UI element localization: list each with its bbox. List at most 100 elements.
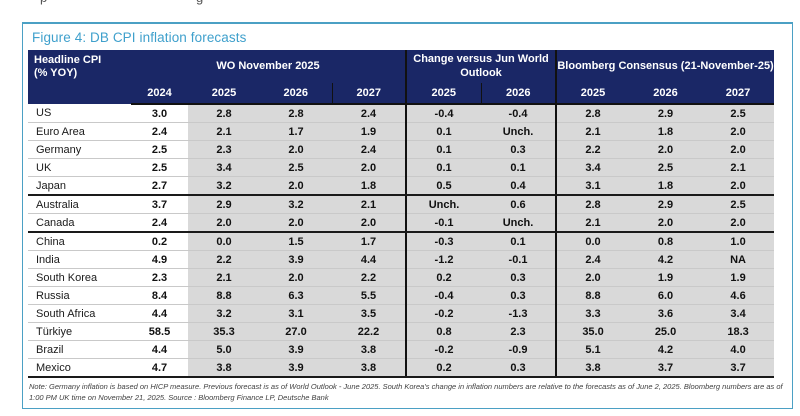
data-cell-wo: 1.9: [332, 122, 407, 141]
cropped-text-fragment: g: [196, 0, 203, 5]
data-cell-bloomberg: 3.1: [555, 176, 630, 196]
data-cell-wo: 2.4: [332, 104, 407, 123]
data-cell-change: -0.4: [481, 104, 557, 123]
data-cell-change: -1.2: [405, 250, 482, 269]
data-cell-bloomberg: 35.0: [555, 322, 630, 341]
data-cell-2024: 3.7: [131, 195, 188, 214]
data-cell-bloomberg: 2.1: [555, 213, 630, 233]
table-row: UK 2.5 3.4 2.5 2.0 0.1 0.1 3.4 2.5 2.1: [28, 158, 775, 177]
data-cell-wo: 3.8: [332, 358, 407, 378]
data-cell-change: 2.3: [481, 322, 557, 341]
data-cell-wo: 2.0: [188, 213, 260, 233]
country-cell: Germany: [28, 140, 131, 159]
data-cell-bloomberg: 4.2: [629, 340, 703, 359]
data-cell-wo: 1.7: [332, 232, 407, 251]
data-cell-wo: 2.8: [188, 104, 260, 123]
data-cell-bloomberg: 3.8: [555, 358, 630, 378]
data-cell-wo: 2.0: [260, 268, 332, 287]
data-cell-bloomberg: NA: [702, 250, 775, 269]
table-row: South Africa 4.4 3.2 3.1 3.5 -0.2 -1.3 3.3 3.6 3.…: [28, 304, 775, 323]
corner-header-line1: Headline CPI: [34, 54, 102, 66]
data-cell-change: 0.1: [405, 140, 482, 159]
country-cell: Mexico: [28, 358, 131, 378]
data-cell-wo: 3.8: [332, 340, 407, 359]
data-cell-bloomberg: 1.9: [702, 268, 775, 287]
country-cell: US: [28, 104, 131, 123]
table-row: China 0.2 0.0 1.5 1.7 -0.3 0.1 0.0 0.8 1.0: [28, 232, 775, 251]
data-cell-wo: 1.5: [260, 232, 332, 251]
data-cell-bloomberg: 2.0: [702, 213, 775, 233]
year-header-wo-2027: 2027: [331, 83, 407, 105]
data-cell-2024: 0.2: [131, 232, 188, 251]
group-header-bloomberg: Bloomberg Consensus (21-November-25): [556, 50, 775, 83]
data-cell-change: 0.1: [481, 232, 557, 251]
data-cell-wo: 2.1: [188, 122, 260, 141]
data-cell-change: -0.2: [405, 340, 482, 359]
data-cell-bloomberg: 2.1: [702, 158, 775, 177]
cpi-forecast-table: Headline CPI (% YOY) WO November 2025 Ch…: [28, 50, 775, 378]
figure-container: Figure 4: DB CPI inflation forecasts Hea…: [22, 22, 793, 409]
data-cell-wo: 2.0: [332, 213, 407, 233]
data-cell-change: 0.2: [405, 268, 482, 287]
country-cell: Euro Area: [28, 122, 131, 141]
year-header-chg-2026: 2026: [480, 83, 557, 105]
table-row: South Korea 2.3 2.1 2.0 2.2 0.2 0.3 2.0 1.9 1.9: [28, 268, 775, 287]
data-cell-wo: 1.8: [332, 176, 407, 196]
data-cell-wo: 2.4: [332, 140, 407, 159]
data-cell-bloomberg: 0.8: [629, 232, 703, 251]
data-cell-bloomberg: 1.0: [702, 232, 775, 251]
data-cell-wo: 35.3: [188, 322, 260, 341]
data-cell-change: 0.4: [481, 176, 557, 196]
data-cell-2024: 8.4: [131, 286, 188, 305]
year-header-bbg-2027: 2027: [702, 83, 775, 105]
data-cell-change: 0.3: [481, 140, 557, 159]
data-cell-wo: 3.9: [260, 340, 332, 359]
year-header-bbg-2025: 2025: [555, 83, 630, 105]
data-cell-change: Unch.: [405, 195, 482, 214]
data-cell-wo: 2.1: [332, 195, 407, 214]
year-header-2024: 2024: [131, 83, 188, 105]
data-cell-bloomberg: 4.2: [629, 250, 703, 269]
table-row: Mexico 4.7 3.8 3.9 3.8 0.2 0.3 3.8 3.7 3.7: [28, 358, 775, 378]
data-cell-bloomberg: 3.6: [629, 304, 703, 323]
data-cell-wo: 5.5: [332, 286, 407, 305]
data-cell-change: -0.4: [405, 286, 482, 305]
data-cell-bloomberg: 2.0: [702, 176, 775, 196]
data-cell-change: -1.3: [481, 304, 557, 323]
data-cell-change: 0.6: [481, 195, 557, 214]
data-cell-wo: 2.0: [260, 176, 332, 196]
figure-title: Figure 4: DB CPI inflation forecasts: [32, 30, 247, 45]
year-header-chg-2025: 2025: [405, 83, 482, 105]
data-cell-bloomberg: 2.5: [702, 104, 775, 123]
data-cell-wo: 2.1: [188, 268, 260, 287]
data-cell-wo: 3.8: [188, 358, 260, 378]
data-cell-wo: 1.7: [260, 122, 332, 141]
data-cell-wo: 2.0: [260, 140, 332, 159]
data-cell-bloomberg: 1.9: [629, 268, 703, 287]
table-row: Canada 2.4 2.0 2.0 2.0 -0.1 Unch. 2.1 2.0 2.0: [28, 213, 775, 233]
country-cell: Türkiye: [28, 322, 131, 341]
corner-header: Headline CPI (% YOY): [28, 50, 131, 104]
data-cell-change: -0.3: [405, 232, 482, 251]
data-cell-bloomberg: 2.9: [629, 104, 703, 123]
cropped-text-line: p g: [0, 0, 800, 7]
data-cell-bloomberg: 2.0: [702, 140, 775, 159]
table-row: India 4.9 2.2 3.9 4.4 -1.2 -0.1 2.4 4.2 NA: [28, 250, 775, 269]
data-cell-wo: 22.2: [332, 322, 407, 341]
data-cell-2024: 2.5: [131, 140, 188, 159]
data-cell-2024: 3.0: [131, 104, 188, 123]
year-header-wo-2026: 2026: [260, 83, 332, 105]
data-cell-bloomberg: 25.0: [629, 322, 703, 341]
data-cell-bloomberg: 4.0: [702, 340, 775, 359]
data-cell-bloomberg: 3.7: [702, 358, 775, 378]
data-cell-2024: 2.5: [131, 158, 188, 177]
data-cell-bloomberg: 3.4: [555, 158, 630, 177]
data-cell-2024: 2.3: [131, 268, 188, 287]
data-cell-wo: 3.2: [260, 195, 332, 214]
table-row: US 3.0 2.8 2.8 2.4 -0.4 -0.4 2.8 2.9 2.5: [28, 104, 775, 123]
table-row: Germany 2.5 2.3 2.0 2.4 0.1 0.3 2.2 2.0 2.0: [28, 140, 775, 159]
data-cell-wo: 27.0: [260, 322, 332, 341]
data-cell-change: 0.8: [405, 322, 482, 341]
data-cell-wo: 3.2: [188, 176, 260, 196]
